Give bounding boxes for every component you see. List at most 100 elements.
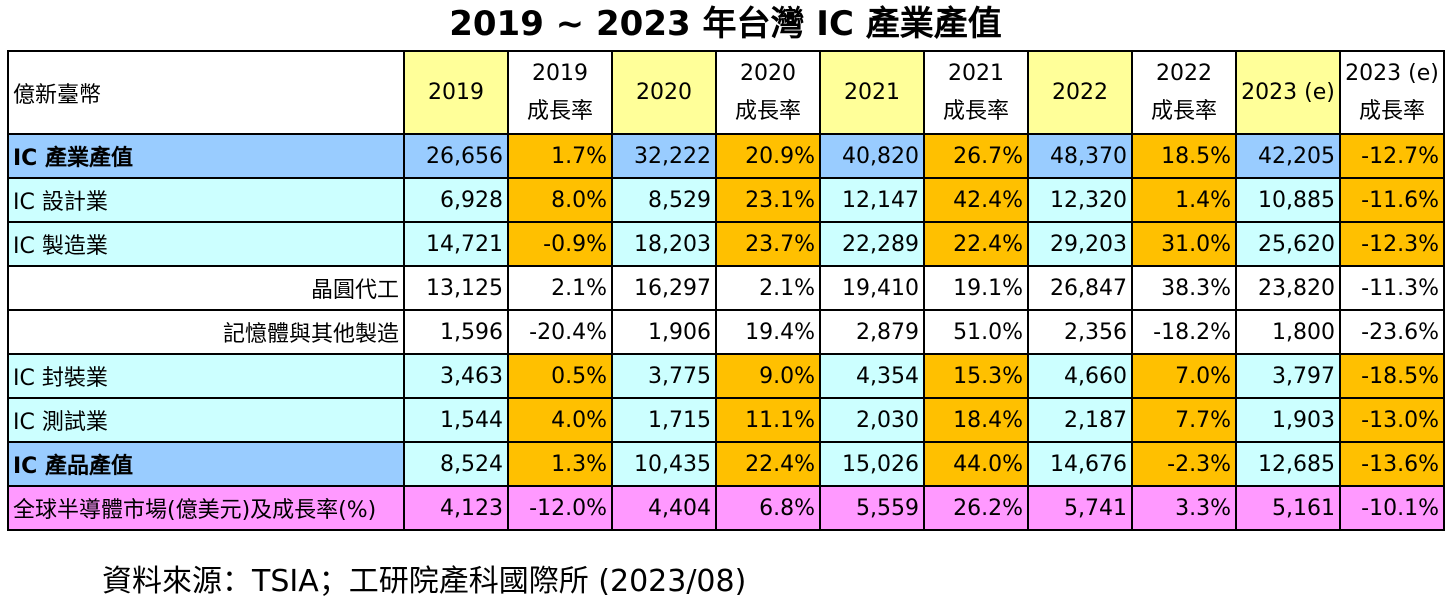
value-cell: 8,529 — [611, 177, 717, 223]
value-cell: 40,820 — [819, 133, 925, 179]
row-label: IC 產品產值 — [7, 441, 405, 487]
growth-cell: 1.7% — [507, 133, 613, 179]
header-rate-2020: 2020 成長率 — [715, 50, 821, 135]
value-cell: 48,370 — [1027, 133, 1133, 179]
table-row: 記憶體與其他製造 1,596 -20.4% 1,906 19.4% 2,879 … — [7, 309, 1445, 355]
value-cell: 26,656 — [403, 133, 509, 179]
value-cell: 25,620 — [1235, 221, 1341, 267]
row-label: IC 封裝業 — [7, 353, 405, 399]
header-rate-year: 2020 — [740, 60, 796, 86]
header-year-2023e: 2023 (e) — [1235, 50, 1341, 135]
growth-cell: -20.4% — [507, 309, 613, 355]
growth-cell: -0.9% — [507, 221, 613, 267]
source-note: 資料來源：TSIA；工研院產科國際所 (2023/08) — [102, 564, 747, 599]
value-cell: 1,903 — [1235, 397, 1341, 443]
value-cell: 32,222 — [611, 133, 717, 179]
growth-cell: 38.3% — [1131, 265, 1237, 311]
growth-cell: 23.7% — [715, 221, 821, 267]
growth-cell: -18.2% — [1131, 309, 1237, 355]
growth-cell: 44.0% — [923, 441, 1029, 487]
growth-cell: 6.8% — [715, 485, 821, 531]
growth-cell: 3.3% — [1131, 485, 1237, 531]
row-label: 全球半導體市場(億美元)及成長率(%) — [7, 485, 405, 531]
growth-cell: -2.3% — [1131, 441, 1237, 487]
table-row: IC 產業產值 26,656 1.7% 32,222 20.9% 40,820 … — [7, 133, 1445, 179]
value-cell: 4,123 — [403, 485, 509, 531]
value-cell: 8,524 — [403, 441, 509, 487]
header-rate-label: 成長率 — [526, 98, 593, 124]
value-cell: 5,161 — [1235, 485, 1341, 531]
header-rate-2019: 2019 成長率 — [507, 50, 613, 135]
growth-cell: -12.0% — [507, 485, 613, 531]
value-cell: 13,125 — [403, 265, 509, 311]
value-cell: 1,715 — [611, 397, 717, 443]
value-cell: 23,820 — [1235, 265, 1341, 311]
table-row: IC 產品產值 8,524 1.3% 10,435 22.4% 15,026 4… — [7, 441, 1445, 487]
growth-cell: 18.4% — [923, 397, 1029, 443]
header-rate-2023e: 2023 (e) 成長率 — [1339, 50, 1445, 135]
row-label: IC 測試業 — [7, 397, 405, 443]
growth-cell: 0.5% — [507, 353, 613, 399]
header-rate-2021: 2021 成長率 — [923, 50, 1029, 135]
growth-cell: -23.6% — [1339, 309, 1445, 355]
value-cell: 26,847 — [1027, 265, 1133, 311]
value-cell: 1,544 — [403, 397, 509, 443]
header-rate-label: 成長率 — [1358, 98, 1425, 124]
value-cell: 2,879 — [819, 309, 925, 355]
header-year-2022: 2022 — [1027, 50, 1133, 135]
growth-cell: 19.4% — [715, 309, 821, 355]
value-cell: 10,885 — [1235, 177, 1341, 223]
growth-cell: -10.1% — [1339, 485, 1445, 531]
header-rate-year: 2019 — [532, 60, 588, 86]
growth-cell: -12.3% — [1339, 221, 1445, 267]
growth-cell: 4.0% — [507, 397, 613, 443]
growth-cell: 1.4% — [1131, 177, 1237, 223]
row-label: 記憶體與其他製造 — [7, 309, 405, 355]
header-rate-year: 2022 — [1156, 60, 1212, 86]
growth-cell: 1.3% — [507, 441, 613, 487]
value-cell: 16,297 — [611, 265, 717, 311]
value-cell: 1,596 — [403, 309, 509, 355]
growth-cell: 7.0% — [1131, 353, 1237, 399]
value-cell: 10,435 — [611, 441, 717, 487]
value-cell: 22,289 — [819, 221, 925, 267]
growth-cell: 26.7% — [923, 133, 1029, 179]
growth-cell: -13.0% — [1339, 397, 1445, 443]
header-rate-year: 2021 — [948, 60, 1004, 86]
growth-cell: 26.2% — [923, 485, 1029, 531]
growth-cell: 22.4% — [715, 441, 821, 487]
value-cell: 2,356 — [1027, 309, 1133, 355]
header-year-2020: 2020 — [611, 50, 717, 135]
header-rate-label: 成長率 — [942, 98, 1009, 124]
value-cell: 12,320 — [1027, 177, 1133, 223]
header-rate-2022: 2022 成長率 — [1131, 50, 1237, 135]
value-cell: 4,660 — [1027, 353, 1133, 399]
value-cell: 4,354 — [819, 353, 925, 399]
growth-cell: 20.9% — [715, 133, 821, 179]
value-cell: 14,676 — [1027, 441, 1133, 487]
header-rate-label: 成長率 — [734, 98, 801, 124]
unit-label: 億新臺幣 — [7, 50, 405, 135]
growth-cell: 19.1% — [923, 265, 1029, 311]
growth-cell: 23.1% — [715, 177, 821, 223]
growth-cell: -18.5% — [1339, 353, 1445, 399]
growth-cell: -11.3% — [1339, 265, 1445, 311]
value-cell: 18,203 — [611, 221, 717, 267]
growth-cell: 15.3% — [923, 353, 1029, 399]
growth-cell: -11.6% — [1339, 177, 1445, 223]
value-cell: 5,741 — [1027, 485, 1133, 531]
value-cell: 1,800 — [1235, 309, 1341, 355]
table-row: IC 製造業 14,721 -0.9% 18,203 23.7% 22,289 … — [7, 221, 1445, 267]
header-year-2021: 2021 — [819, 50, 925, 135]
table-row: 晶圓代工 13,125 2.1% 16,297 2.1% 19,410 19.1… — [7, 265, 1445, 311]
growth-cell: 2.1% — [715, 265, 821, 311]
ic-output-table: 億新臺幣 2019 2019 成長率 2020 2020 成長率 2021 2021… — [7, 50, 1445, 531]
growth-cell: -13.6% — [1339, 441, 1445, 487]
value-cell: 29,203 — [1027, 221, 1133, 267]
header-rate-label: 成長率 — [1150, 98, 1217, 124]
row-label: IC 產業產值 — [7, 133, 405, 179]
table-row: 全球半導體市場(億美元)及成長率(%) 4,123 -12.0% 4,404 6… — [7, 485, 1445, 531]
value-cell: 3,775 — [611, 353, 717, 399]
growth-cell: 42.4% — [923, 177, 1029, 223]
header-row: 億新臺幣 2019 2019 成長率 2020 2020 成長率 2021 2021… — [7, 50, 1445, 135]
